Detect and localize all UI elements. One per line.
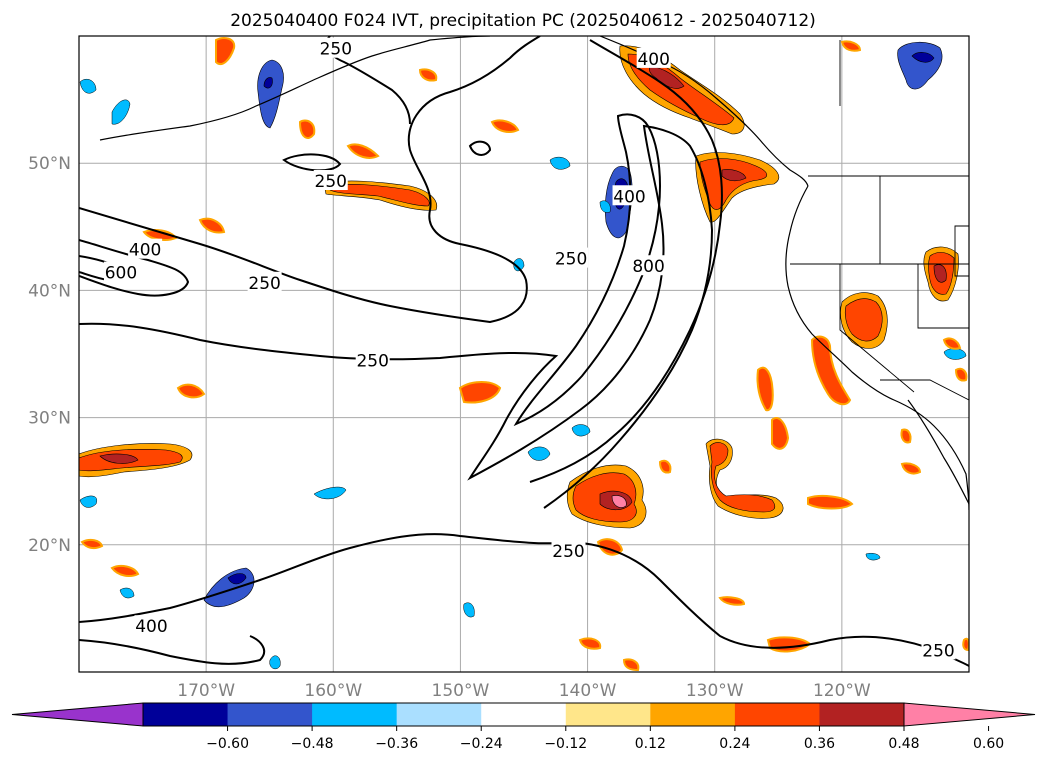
longitude-label: 140°W: [559, 681, 617, 701]
figure-title: 2025040400 F024 IVT, precipitation PC (2…: [230, 11, 816, 31]
contour-label-bg: [128, 238, 163, 259]
contour-label: 400: [135, 617, 167, 637]
ivt-400-subtropic: [79, 635, 266, 665]
contour-label: 400: [129, 241, 161, 261]
colorbar-tick-label: 0.12: [635, 736, 666, 752]
contour-label-bg: [318, 37, 353, 58]
contour-label-bg: [313, 170, 348, 191]
colorbar-segment: [481, 703, 567, 726]
colorbar-tick-label: −0.24: [460, 736, 503, 752]
contour-label: 250: [922, 641, 954, 661]
longitude-label: 160°W: [304, 681, 362, 701]
gridlines: [79, 36, 969, 672]
neg-patch-subtropic-west-core: [227, 573, 247, 585]
colorbar-segment: [650, 703, 736, 726]
colorbar-segment: [227, 703, 313, 726]
contour-labels: 250 400 250 400 600 250 250 250 800 400 250 400 250: [103, 37, 956, 661]
ivt-250-outer: [79, 36, 541, 324]
ivt-400-west: [79, 239, 190, 297]
colorbar-tick-label: −0.36: [375, 736, 418, 752]
colorbar-segment: [819, 703, 905, 726]
contour-label-bg: [247, 271, 282, 292]
longitude-label: 130°W: [686, 681, 744, 701]
latitude-label: 40°N: [28, 281, 71, 301]
longitude-labels: 170°W 160°W 150°W 140°W 130°W 120°W: [177, 681, 871, 701]
contour-label-bg: [355, 349, 390, 370]
positive-precip-patches: [79, 45, 959, 529]
contour-label-bg: [612, 185, 647, 206]
colorbar-segment: [312, 703, 398, 726]
colorbar-segment: [396, 703, 482, 726]
contour-label: 250: [315, 172, 347, 192]
colorbar-tick-label: 0.48: [888, 736, 919, 752]
latitude-label: 20°N: [28, 536, 71, 556]
contour-label-bg: [551, 540, 586, 561]
contour-label: 250: [320, 40, 352, 60]
contour-label-bg: [103, 261, 138, 282]
contour-label: 250: [552, 542, 584, 562]
longitude-label: 150°W: [432, 681, 490, 701]
map-panel: 250 400 250 400 600 250 250 250 800 400 250 400250 …: [28, 35, 970, 701]
contour-label: 250: [356, 351, 388, 371]
contour-label: 250: [248, 274, 280, 294]
contour-label-bg: [554, 247, 589, 268]
contour-label-bg: [631, 255, 666, 276]
contour-label: 600: [105, 264, 137, 284]
colorbar-segment: [143, 703, 229, 726]
state-boundaries: [790, 40, 969, 401]
contour-label: 800: [632, 257, 664, 277]
longitude-label: 120°W: [813, 681, 871, 701]
neg-patch-gulf-ne: [897, 41, 943, 90]
colorbar-tick-label: 0.60: [973, 736, 1004, 752]
longitude-label: 170°W: [177, 681, 235, 701]
contour-label: 400: [613, 187, 645, 207]
light-blue-patches: [79, 79, 967, 670]
colorbar-tick-label: −0.12: [544, 736, 587, 752]
contour-label-bg: [636, 47, 671, 68]
colorbar-frame: [142, 702, 905, 727]
ivt-400: [529, 39, 723, 483]
latitude-labels: 20°N 30°N 40°N 50°N: [28, 154, 71, 556]
neg-patch-gulf-ne-core: [911, 52, 935, 63]
ivt-800: [513, 113, 662, 427]
map-frame: [78, 35, 970, 673]
ivt-small-closed: [468, 140, 492, 156]
neg-patch-alaska-core: [263, 77, 273, 89]
colorbar-extend-low: [11, 702, 144, 727]
latitude-label: 50°N: [28, 154, 71, 174]
latitude-label: 30°N: [28, 409, 71, 429]
contour-label: 250: [555, 250, 587, 270]
neg-patch-alaska-peninsula: [257, 59, 284, 129]
colorbar-tick-label: 0.36: [804, 736, 835, 752]
contour-label-bg: [134, 615, 169, 636]
colorbar-tick-label: 0.24: [719, 736, 750, 752]
colorbar-tick-label: −0.60: [206, 736, 249, 752]
negative-precip-patches: [203, 41, 943, 608]
colorbar-extend-high: [903, 702, 1036, 727]
colorbar-segment: [734, 703, 820, 726]
ivt-small-closed-2: [282, 153, 342, 172]
colorbar-tick-label: −0.48: [291, 736, 334, 752]
colorbar: −0.60 −0.48 −0.36 −0.24 −0.12 0.12 0.24 0.36 0.4…: [11, 702, 1036, 752]
colorbar-segment: [565, 703, 651, 726]
contour-label-bg: [921, 639, 956, 660]
contour-label: 400: [637, 50, 669, 70]
ivt-contours: [79, 36, 969, 667]
